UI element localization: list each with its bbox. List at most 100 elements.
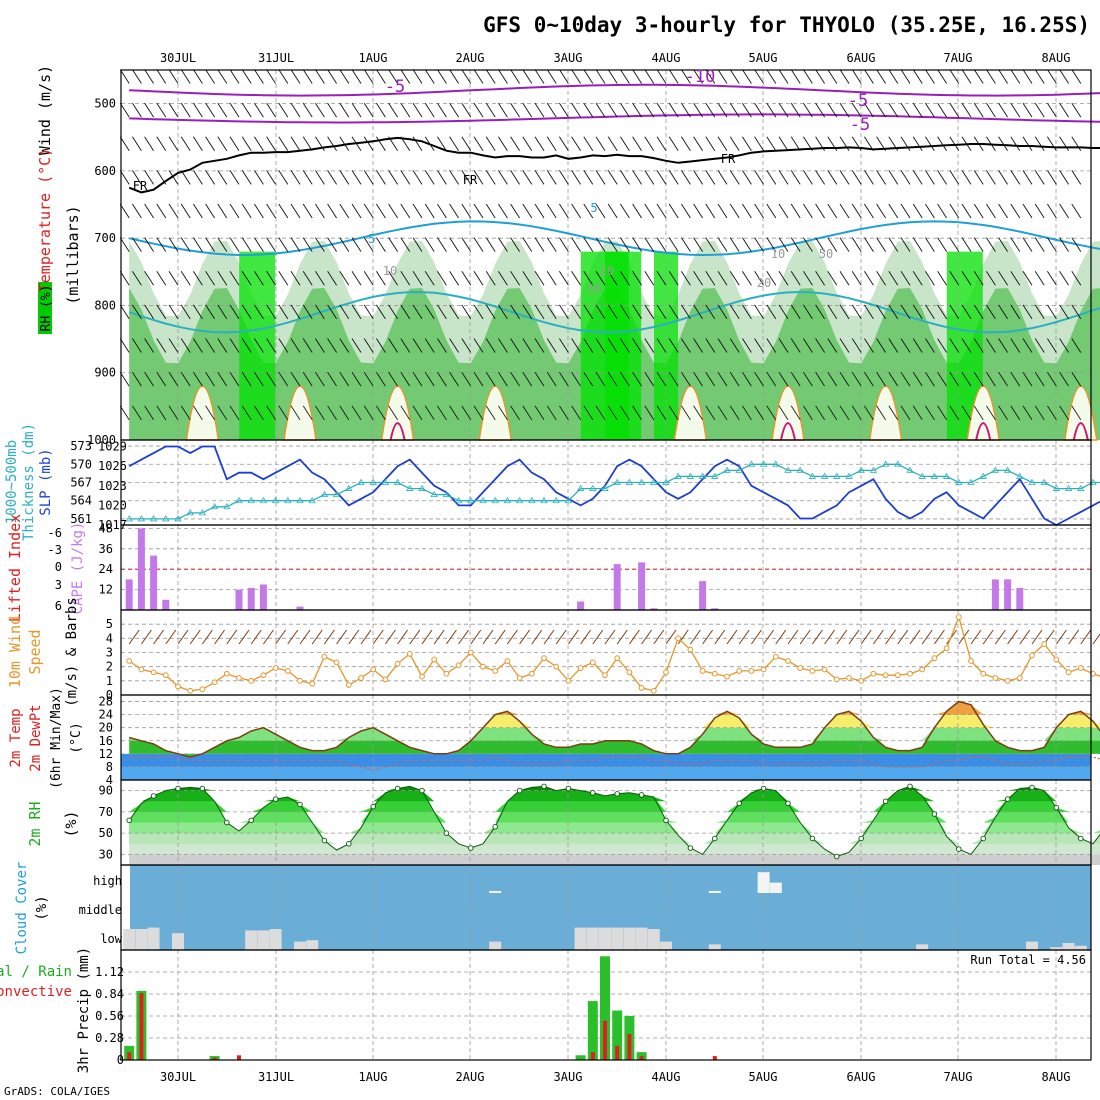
wind-speed-point bbox=[443, 670, 450, 677]
rh-point bbox=[321, 837, 328, 844]
wind-barb bbox=[473, 69, 484, 84]
wind-barb bbox=[888, 203, 899, 219]
wind-speed-tick-label: 1 bbox=[106, 674, 113, 688]
wind-barb bbox=[412, 405, 423, 421]
thickness-marker bbox=[296, 496, 304, 504]
surface-wind-barb bbox=[665, 629, 677, 645]
wind-barb bbox=[827, 405, 838, 421]
wind-barb bbox=[290, 371, 301, 387]
wind-barb bbox=[266, 69, 276, 84]
wind-barb bbox=[998, 304, 1008, 320]
wind-barb bbox=[473, 203, 484, 219]
wind-barb bbox=[729, 405, 740, 421]
wind-barb bbox=[583, 237, 594, 252]
wind-speed-point bbox=[333, 659, 340, 666]
wind-barb bbox=[461, 136, 472, 151]
wind-barb bbox=[351, 338, 362, 353]
rh-point bbox=[224, 819, 230, 826]
wind-barb bbox=[534, 170, 545, 185]
wind-barb bbox=[278, 136, 289, 151]
wind-barb bbox=[424, 170, 435, 185]
surface-wind-barb bbox=[543, 629, 555, 645]
wind-barb bbox=[363, 371, 374, 387]
wind-barb bbox=[315, 69, 325, 84]
wind-barb bbox=[754, 338, 764, 353]
wind-barb bbox=[376, 102, 386, 118]
wind-barb bbox=[534, 237, 545, 252]
wind-barb bbox=[156, 405, 167, 421]
wind-barb bbox=[656, 237, 667, 252]
slp-tick-label: 1026 bbox=[98, 459, 127, 473]
wind-barb bbox=[973, 237, 984, 252]
wind-barb bbox=[827, 203, 838, 219]
top-day-label: 30JUL bbox=[160, 51, 196, 65]
wind-barb bbox=[693, 338, 703, 353]
surface-wind-barb bbox=[738, 629, 750, 645]
thickness-marker bbox=[1016, 472, 1024, 479]
wind-barb bbox=[644, 203, 655, 219]
wind-barb bbox=[632, 170, 642, 185]
wind-barb bbox=[693, 102, 703, 118]
wind-barb bbox=[522, 136, 533, 151]
thickness-axis-title-1: 1000~500mb bbox=[4, 440, 20, 524]
wind-barb bbox=[961, 69, 972, 84]
low-cloud-bar bbox=[574, 927, 587, 950]
wind-barb bbox=[1071, 203, 1082, 219]
wind-barb bbox=[437, 170, 447, 185]
wind-barb bbox=[302, 170, 313, 185]
wind-barb bbox=[351, 237, 362, 252]
surface-wind-barb bbox=[275, 629, 287, 645]
wind-barb bbox=[485, 170, 496, 185]
thickness-marker bbox=[369, 478, 377, 485]
wind-barb bbox=[766, 237, 777, 252]
wind-barb bbox=[388, 170, 398, 185]
wind-barb bbox=[156, 271, 167, 286]
thickness-marker bbox=[552, 496, 560, 504]
wind-barb bbox=[205, 69, 215, 84]
wind-barb bbox=[693, 405, 703, 421]
wind-barb bbox=[363, 170, 374, 185]
wind-barb bbox=[644, 271, 655, 286]
wind-barb bbox=[803, 338, 813, 353]
cape-bar bbox=[296, 606, 304, 610]
wind-barb bbox=[412, 271, 423, 286]
wind-barb bbox=[766, 170, 777, 185]
wind-barb bbox=[571, 304, 581, 320]
wind-barb bbox=[1034, 304, 1045, 320]
wind-barb bbox=[522, 237, 533, 252]
wind-barb bbox=[156, 102, 167, 118]
wind-barb bbox=[510, 371, 520, 387]
surface-wind-barb bbox=[1007, 629, 1019, 645]
wind-barb bbox=[1059, 237, 1069, 252]
wind-barb bbox=[193, 371, 203, 387]
wind-barb bbox=[668, 405, 679, 421]
wind-speed-point bbox=[1029, 652, 1035, 659]
wind-barb bbox=[144, 338, 154, 353]
wind-speed-point bbox=[187, 687, 194, 694]
thickness-tick-label: 561 bbox=[70, 512, 92, 526]
wind-barb bbox=[1034, 203, 1045, 219]
wind-barb bbox=[778, 338, 789, 353]
wind-barb bbox=[998, 338, 1008, 353]
wind-barb bbox=[973, 102, 984, 118]
low-cloud-bar bbox=[1062, 943, 1075, 950]
wind10-axis-title-1: 10m Wind bbox=[6, 616, 24, 688]
thickness-marker bbox=[540, 496, 548, 504]
wind-barb bbox=[156, 69, 167, 84]
wind-barb bbox=[778, 170, 789, 185]
wind-barb bbox=[376, 170, 386, 185]
wind-barb bbox=[900, 304, 911, 320]
wind-barb bbox=[168, 102, 179, 118]
wind-barb bbox=[229, 136, 240, 151]
wind-barb bbox=[1034, 405, 1045, 421]
low-cloud-bar bbox=[489, 941, 502, 950]
low-cloud-bar bbox=[257, 930, 270, 950]
surface-wind-barb bbox=[250, 629, 262, 645]
wind-barb bbox=[656, 405, 667, 421]
thickness-marker bbox=[564, 496, 573, 504]
thickness-marker bbox=[503, 496, 512, 504]
wind-barb bbox=[510, 102, 520, 118]
wind-barb bbox=[876, 69, 886, 84]
wind-barb bbox=[437, 69, 447, 84]
wind-barb bbox=[266, 338, 276, 353]
